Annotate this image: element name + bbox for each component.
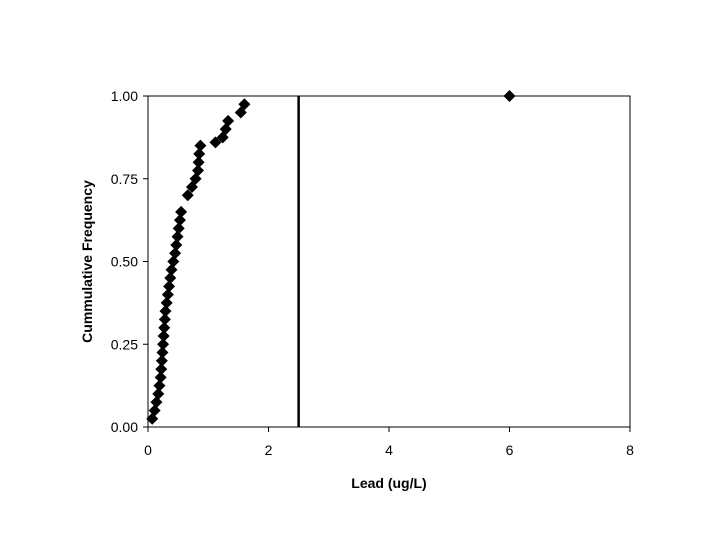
data-point xyxy=(172,222,185,235)
y-tick-label: 0.50 xyxy=(111,254,138,270)
data-point xyxy=(192,156,205,169)
data-point xyxy=(154,371,167,384)
data-point xyxy=(165,263,178,276)
data-point xyxy=(152,387,165,400)
data-point xyxy=(194,139,207,152)
data-point xyxy=(150,396,163,409)
data-point xyxy=(193,147,206,160)
data-point xyxy=(503,90,516,102)
x-axis-title: Lead (ug/L) xyxy=(351,475,426,491)
x-tick-label: 6 xyxy=(506,442,514,458)
data-point xyxy=(171,230,184,243)
data-point xyxy=(209,136,222,149)
x-tick-label: 8 xyxy=(626,442,634,458)
data-point xyxy=(222,114,235,127)
data-point xyxy=(156,346,169,359)
y-axis-title: Cummulative Frequency xyxy=(79,180,95,343)
data-point xyxy=(238,98,251,111)
data-point xyxy=(157,329,170,342)
y-tick-label: 0.75 xyxy=(111,171,138,187)
x-tick-label: 4 xyxy=(385,442,393,458)
data-point xyxy=(148,404,161,417)
x-tick-label: 2 xyxy=(265,442,273,458)
x-tick-label: 0 xyxy=(144,442,152,458)
data-point xyxy=(164,272,177,285)
data-point xyxy=(173,214,186,227)
data-point xyxy=(157,338,170,351)
y-tick-label: 0.00 xyxy=(111,419,138,435)
data-point xyxy=(175,205,188,218)
data-point xyxy=(169,247,182,260)
y-tick-label: 0.25 xyxy=(111,336,138,352)
data-point xyxy=(159,305,172,318)
data-point xyxy=(170,238,183,251)
data-point xyxy=(181,189,194,202)
data-point xyxy=(192,164,205,177)
data-point xyxy=(160,296,173,309)
data-point xyxy=(219,123,232,136)
y-tick-label: 1.00 xyxy=(111,88,138,104)
plot-area xyxy=(147,95,631,428)
data-point xyxy=(153,379,166,392)
data-point xyxy=(161,288,174,301)
data-point xyxy=(158,321,171,334)
data-point xyxy=(155,363,168,376)
data-point xyxy=(158,313,171,326)
data-point xyxy=(155,354,168,367)
data-point xyxy=(167,255,180,268)
data-point xyxy=(163,280,176,293)
